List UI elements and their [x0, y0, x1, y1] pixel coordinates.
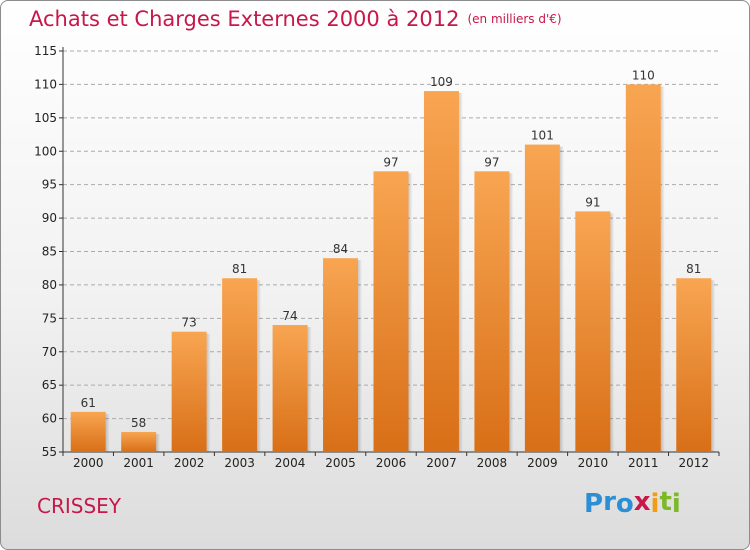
x-tick-label-2003: 2003: [224, 456, 255, 470]
x-tick-label-2011: 2011: [628, 456, 659, 470]
bar-shadow: [206, 333, 211, 452]
y-tick-label: 60: [42, 412, 57, 426]
logo-letter: t: [659, 487, 672, 517]
data-label-2001: 58: [131, 416, 146, 430]
bar-shadow: [156, 433, 161, 452]
chart-subtitle: (en milliers d'€): [467, 12, 562, 26]
data-label-2004: 74: [282, 309, 297, 323]
bar-shadow: [610, 213, 615, 452]
bar-shadow: [257, 280, 262, 452]
x-tick-label-2005: 2005: [325, 456, 356, 470]
data-label-2010: 91: [585, 195, 600, 209]
data-label-2002: 73: [182, 316, 197, 330]
data-label-2008: 97: [484, 155, 499, 169]
chart-title: Achats et Charges Externes 2000 à 2012 (e…: [29, 7, 562, 31]
bar-shadow: [711, 280, 716, 452]
logo-letter: o: [615, 489, 634, 519]
x-tick-label-2007: 2007: [426, 456, 457, 470]
bar-2008: [474, 171, 510, 453]
x-tick-label-2008: 2008: [477, 456, 508, 470]
data-label-2009: 101: [531, 129, 554, 143]
x-tick-label-2001: 2001: [123, 456, 154, 470]
y-tick-label: 55: [42, 445, 57, 459]
bar-2002: [171, 331, 207, 452]
bar-2004: [272, 325, 308, 452]
y-tick-label: 80: [42, 278, 57, 292]
bar-2007: [423, 91, 459, 452]
bar-shadow: [408, 173, 413, 453]
bar-shadow: [559, 146, 564, 453]
y-tick-label: 100: [34, 144, 57, 158]
bar-2009: [524, 144, 560, 453]
y-tick-label: 90: [42, 211, 57, 225]
y-tick-label: 85: [42, 245, 57, 259]
logo-letter: i: [671, 489, 681, 519]
data-label-2007: 109: [430, 75, 453, 89]
x-tick-label-2004: 2004: [275, 456, 306, 470]
y-tick-label: 70: [42, 345, 57, 359]
proxiti-logo: Proxiti: [584, 487, 681, 519]
data-label-2011: 110: [632, 68, 655, 82]
bar-2001: [121, 431, 157, 452]
x-tick-label-2010: 2010: [578, 456, 609, 470]
bar-2012: [676, 278, 712, 452]
chart-title-text: Achats et Charges Externes 2000 à 2012: [29, 7, 460, 31]
y-tick-label: 75: [42, 311, 57, 325]
bar-shadow: [660, 86, 665, 453]
x-tick-label-2002: 2002: [174, 456, 205, 470]
data-label-2012: 81: [686, 262, 701, 276]
x-tick-label-2012: 2012: [678, 456, 709, 470]
bar-shadow: [105, 413, 110, 452]
y-tick-label: 105: [34, 111, 57, 125]
bar-2003: [222, 278, 258, 452]
bar-2011: [625, 84, 661, 453]
bar-2010: [575, 211, 611, 452]
bar-shadow: [509, 173, 514, 453]
logo-letter: x: [633, 487, 651, 517]
bar-shadow: [458, 93, 463, 452]
bar-shadow: [307, 327, 312, 452]
place-name: CRISSEY: [37, 494, 122, 518]
y-tick-label: 65: [42, 378, 57, 392]
logo-letter: i: [650, 489, 660, 519]
x-tick-label-2006: 2006: [376, 456, 407, 470]
data-label-2005: 84: [333, 242, 348, 256]
data-label-2000: 61: [81, 396, 96, 410]
y-tick-label: 115: [34, 44, 57, 58]
logo-letter: P: [584, 489, 604, 519]
x-tick-label-2000: 2000: [73, 456, 104, 470]
bar-2006: [373, 171, 409, 453]
bar-2005: [323, 258, 359, 452]
x-tick-label-2009: 2009: [527, 456, 558, 470]
y-tick-label: 95: [42, 178, 57, 192]
y-tick-label: 110: [34, 77, 57, 91]
data-label-2006: 97: [383, 155, 398, 169]
bar-2000: [70, 411, 106, 452]
logo-letter: r: [603, 487, 616, 517]
data-label-2003: 81: [232, 262, 247, 276]
bar-shadow: [358, 260, 363, 452]
